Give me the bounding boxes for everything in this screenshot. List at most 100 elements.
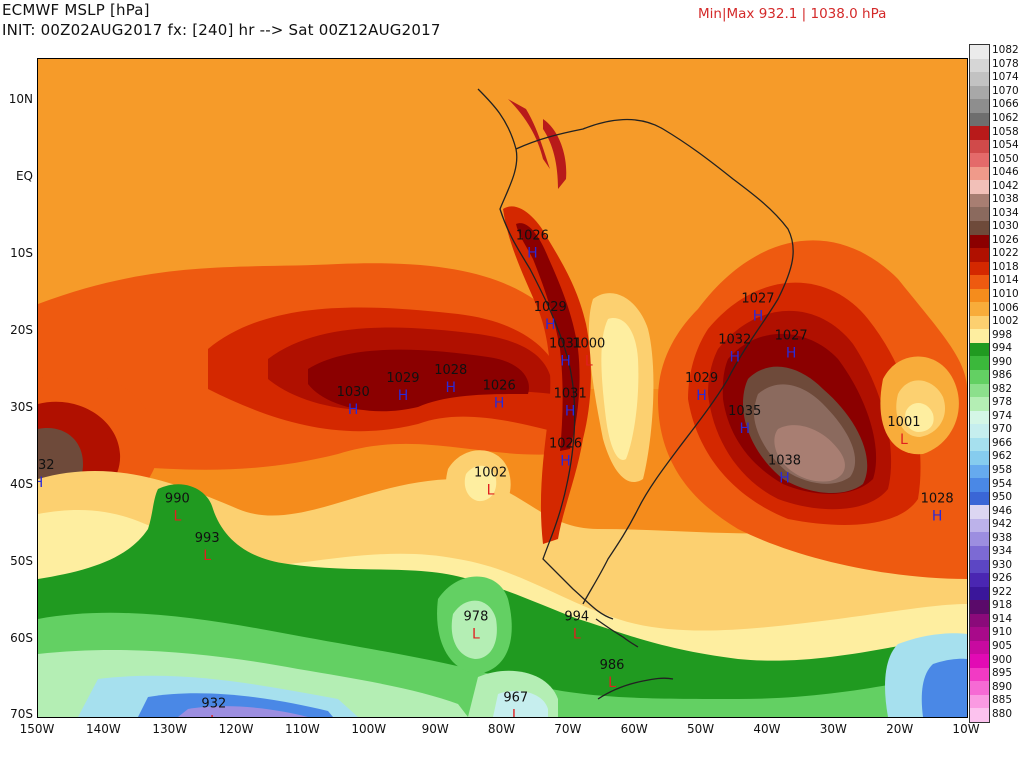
colorbar-label: 982 — [992, 382, 1013, 395]
field-se-low-inner — [921, 658, 967, 717]
colorbar-label: 1018 — [992, 260, 1019, 273]
field-n-andes — [508, 99, 550, 169]
colorbar-label: 946 — [992, 504, 1013, 517]
high-pressure-centre: 1032 H — [718, 332, 751, 365]
high-pressure-centre: 1028 H — [434, 363, 467, 396]
high-symbol: H — [560, 453, 571, 469]
colorbar-label: 1082 — [992, 44, 1019, 57]
low-symbol: L — [512, 707, 520, 717]
colorbar-label: 1014 — [992, 274, 1019, 287]
colorbar-label: 1042 — [992, 179, 1019, 192]
colorbar-label: 998 — [992, 328, 1013, 341]
colorbar-label: 942 — [992, 518, 1013, 531]
colorbar-swatch — [970, 600, 989, 615]
colorbar-swatch — [970, 505, 989, 520]
centre-pressure-value: 1002 — [474, 466, 507, 481]
colorbar-label: 922 — [992, 585, 1013, 598]
high-pressure-centre: 1029 H — [685, 371, 718, 404]
colorbar-label: 900 — [992, 653, 1013, 666]
colorbar-swatch — [970, 112, 989, 127]
colorbar-swatch — [970, 369, 989, 384]
latitude-tick: 70S — [10, 707, 33, 721]
high-symbol: H — [545, 317, 556, 333]
colorbar-swatch — [970, 288, 989, 303]
high-symbol: H — [445, 380, 456, 396]
longitude-tick: 30W — [819, 722, 847, 736]
latitude-tick: 30S — [10, 400, 33, 415]
centre-pressure-value: 1026 — [516, 229, 549, 244]
colorbar-label: 994 — [992, 342, 1013, 355]
colorbar-label: 1010 — [992, 287, 1019, 300]
field-low-978-inner — [451, 600, 497, 659]
latitude-tick: 20S — [10, 323, 33, 338]
colorbar-swatch — [970, 437, 989, 452]
colorbar-label: 1030 — [992, 220, 1019, 233]
colorbar-swatch — [970, 451, 989, 466]
field-934 — [178, 706, 308, 717]
high-symbol: H — [494, 396, 505, 412]
init-forecast-line: INIT: 00Z02AUG2017 fx: [240] hr --> Sat … — [2, 21, 441, 39]
min-max-readout: Min|Max 932.1 | 1038.0 hPa — [698, 6, 887, 22]
centre-pressure-value: 1026 — [549, 436, 582, 451]
colorbar-swatch — [970, 559, 989, 574]
colorbar-swatch — [970, 654, 989, 669]
field-continental-low-inner — [601, 318, 639, 460]
coastlines — [477, 88, 794, 700]
high-symbol: H — [348, 402, 359, 418]
colorbar-label: 905 — [992, 640, 1013, 653]
colorbar-swatch — [970, 302, 989, 317]
colorbar-swatch — [970, 166, 989, 181]
high-pressure-centre: 1027 H — [741, 292, 774, 325]
low-pressure-centre: 932 L — [201, 696, 226, 717]
high-symbol: H — [753, 309, 764, 325]
longitude-tick: 100W — [351, 722, 387, 736]
low-symbol: L — [487, 483, 495, 499]
colorbar-swatch — [970, 627, 989, 642]
low-symbol: L — [573, 626, 581, 642]
longitude-tick: 130W — [152, 722, 188, 736]
centre-pressure-value: 1029 — [386, 371, 419, 386]
latitude-tick: EQ — [15, 169, 33, 184]
colorbar-label: 978 — [992, 396, 1013, 409]
low-symbol: L — [210, 713, 218, 717]
colorbar-swatch — [970, 356, 989, 371]
colorbar-label: 930 — [992, 558, 1013, 571]
colorbar-swatch — [970, 532, 989, 547]
colorbar-swatch — [970, 315, 989, 330]
high-pressure-centre: 1035 H — [728, 404, 761, 437]
colorbar-label: 880 — [992, 707, 1013, 720]
colorbar-swatch — [970, 681, 989, 696]
colorbar-label: 1026 — [992, 233, 1019, 246]
field-atl-1038 — [774, 425, 845, 482]
low-pressure-centre: 967 L — [503, 690, 528, 717]
centre-pressure-value: 1038 — [768, 453, 801, 468]
longitude-tick: 140W — [85, 722, 121, 736]
high-symbol: H — [560, 353, 571, 369]
colorbar-swatch — [970, 545, 989, 560]
colorbar-label: 1038 — [992, 193, 1019, 206]
low-pressure-centre: 990 L — [165, 492, 190, 525]
colorbar-swatch — [970, 180, 989, 195]
colorbar-swatch — [970, 275, 989, 290]
centre-pressure-value: 1029 — [685, 371, 718, 386]
longitude-tick: 150W — [19, 722, 55, 736]
colorbar-label: 1058 — [992, 125, 1019, 138]
colorbar-swatch — [970, 248, 989, 263]
colorbar-swatch — [970, 397, 989, 412]
colorbar-label: 1034 — [992, 206, 1019, 219]
colorbar-label: 1022 — [992, 247, 1019, 260]
colorbar-swatch — [970, 99, 989, 114]
high-pressure-centre: 1028 H — [921, 492, 954, 525]
low-pressure-centre: 978 L — [464, 609, 489, 642]
colorbar-swatch — [970, 342, 989, 357]
colorbar-label: 885 — [992, 694, 1013, 707]
colorbar-swatch — [970, 261, 989, 276]
longitude-tick: 80W — [487, 722, 516, 736]
colorbar-swatch — [970, 518, 989, 533]
colorbar-swatch — [970, 667, 989, 682]
colorbar-swatch — [970, 694, 989, 709]
centre-pressure-value: 1032 — [718, 332, 751, 347]
high-pressure-centre: 1031 H — [549, 336, 582, 369]
centre-pressure-value: 1028 — [921, 492, 954, 507]
